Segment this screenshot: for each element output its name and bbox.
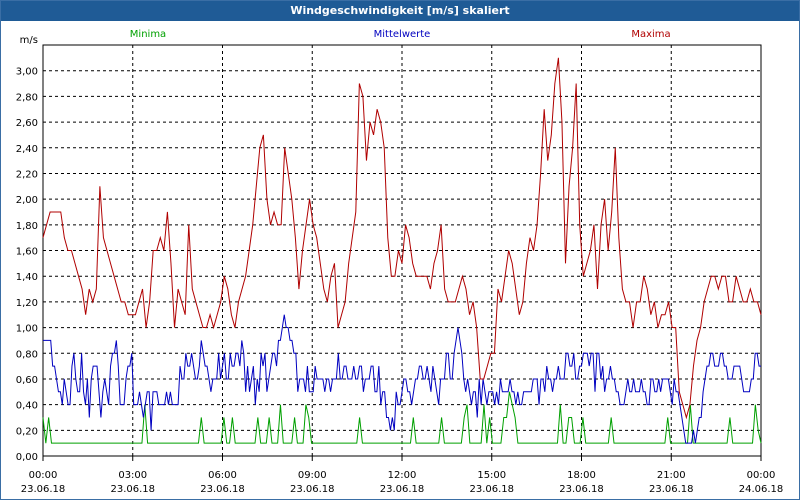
y-tick-label: 2,20 <box>16 169 38 180</box>
series-line-minima <box>42 391 762 444</box>
y-tick-label: 1,40 <box>16 272 38 283</box>
y-tick-label: 2,80 <box>16 92 38 103</box>
x-tick-time: 15:00 <box>477 470 506 481</box>
x-tick-date: 23.06.18 <box>200 484 245 495</box>
x-tick-time: 03:00 <box>118 470 147 481</box>
x-tick-time: 06:00 <box>208 470 237 481</box>
y-tick-label: 1,80 <box>16 221 38 232</box>
legend: Minima Mittelwerte Maxima <box>130 29 671 40</box>
y-tick-label: 0,00 <box>16 452 38 463</box>
y-tick-label: 2,00 <box>16 195 38 206</box>
x-tick-date: 24.06.18 <box>739 484 784 495</box>
x-tick-time: 21:00 <box>657 470 686 481</box>
y-tick-label: 0,40 <box>16 401 38 412</box>
x-tick-time: 00:00 <box>29 470 58 481</box>
x-tick-date: 23.06.18 <box>21 484 66 495</box>
axes: 0,00 0,20 0,40 0,60 0,80 1,00 1,20 1,40 1,60 1,80… <box>16 35 784 495</box>
plot-border <box>42 44 762 457</box>
x-tick-date: 23.06.18 <box>110 484 155 495</box>
y-tick-label: 1,20 <box>16 298 38 309</box>
y-tick-label: 0,20 <box>16 426 38 437</box>
x-tick-date: 23.06.18 <box>649 484 694 495</box>
y-tick-label: 2,60 <box>16 118 38 129</box>
y-tick-label: 2,40 <box>16 144 38 155</box>
series-line-mittelwerte <box>43 314 761 444</box>
chart-canvas: 0,00 0,20 0,40 0,60 0,80 1,00 1,20 1,40 1,60 1,80… <box>16 29 784 495</box>
x-tick-date: 23.06.18 <box>380 484 425 495</box>
window-title: Windgeschwindigkeit [m/s] skaliert <box>1 1 799 21</box>
x-tick-time: 00:00 <box>747 470 776 481</box>
x-tick-time: 18:00 <box>567 470 596 481</box>
y-tick-label: 3,00 <box>16 67 38 78</box>
y-tick-label: 1,60 <box>16 247 38 258</box>
y-axis-label: m/s <box>20 35 38 46</box>
y-tick-label: 0,60 <box>16 375 38 386</box>
x-tick-time: 12:00 <box>388 470 417 481</box>
y-tick-label: 1,00 <box>16 324 38 335</box>
x-tick-date: 23.06.18 <box>290 484 335 495</box>
legend-item-maxima: Maxima <box>631 29 670 40</box>
legend-item-minima: Minima <box>130 29 166 40</box>
x-tick-date: 23.06.18 <box>469 484 514 495</box>
x-tick-time: 09:00 <box>298 470 327 481</box>
y-tick-label: 0,80 <box>16 349 38 360</box>
series-line-maxima <box>42 57 762 420</box>
series-lines <box>42 57 762 444</box>
x-tick-date: 23.06.18 <box>559 484 604 495</box>
legend-item-mittelwerte: Mittelwerte <box>374 29 431 40</box>
